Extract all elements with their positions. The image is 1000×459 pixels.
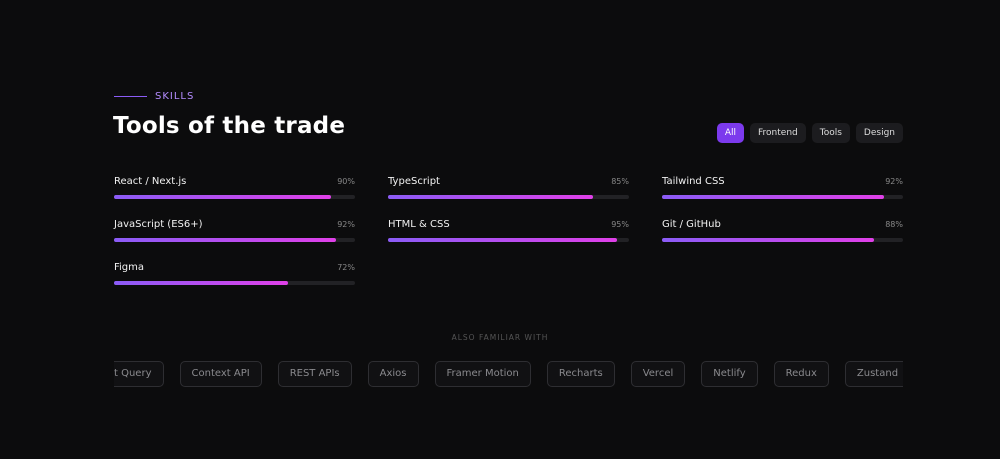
skill-bar [388, 238, 617, 242]
eyebrow-line [114, 96, 147, 97]
skill-track [662, 195, 903, 199]
tech-chip: Netlify [701, 361, 758, 387]
skill-header: React / Next.js 90% [114, 176, 355, 190]
skill: Figma 72% [114, 262, 355, 285]
tech-chip: Context API [179, 361, 262, 387]
skill-percent: 72% [337, 263, 355, 272]
skill-header: Tailwind CSS 92% [662, 176, 903, 190]
skill-percent: 90% [337, 177, 355, 186]
skill-header: JavaScript (ES6+) 92% [114, 219, 355, 233]
tech-chip: Framer Motion [434, 361, 531, 387]
skill-bar [114, 195, 331, 199]
skill-track [388, 238, 629, 242]
filter-button[interactable]: Design [855, 123, 903, 143]
skill-percent: 88% [885, 220, 903, 229]
skill-bar [114, 281, 288, 285]
skill: Tailwind CSS 92% [662, 176, 903, 199]
skill-track [114, 238, 355, 242]
filter-button[interactable]: All [716, 123, 745, 143]
skill-name: JavaScript (ES6+) [114, 219, 203, 230]
skill-bar [662, 238, 875, 242]
skill-name: Tailwind CSS [662, 176, 725, 187]
skill-name: TypeScript [388, 176, 440, 187]
skill-name: React / Next.js [114, 176, 187, 187]
tech-chip: Recharts [546, 361, 615, 387]
skill-track [662, 238, 903, 242]
skill: JavaScript (ES6+) 92% [114, 219, 355, 242]
skill: TypeScript 85% [388, 176, 629, 199]
skill-percent: 92% [885, 177, 903, 186]
title: Tools of the trade [113, 113, 346, 139]
skill-bar [388, 195, 593, 199]
filter-button[interactable]: Frontend [750, 123, 806, 143]
chip-row: t Query Context API REST APIs Axios Framer M… [114, 361, 903, 387]
skills-grid: React / Next.js 90% TypeScript 85% Tailwind … [114, 176, 904, 285]
skill: React / Next.js 90% [114, 176, 355, 199]
skill-name: Git / GitHub [662, 219, 721, 230]
tech-chip: Zustand [844, 361, 903, 387]
tech-chip: Redux [773, 361, 829, 387]
skill-track [388, 195, 629, 199]
skill-percent: 85% [611, 177, 629, 186]
skill-bar [662, 195, 884, 199]
tech-chip: REST APIs [277, 361, 352, 387]
skill-track [114, 195, 355, 199]
tech-chip: t Query [114, 361, 164, 387]
skill-name: Figma [114, 262, 145, 273]
skill-track [114, 281, 355, 285]
skill: Git / GitHub 88% [662, 219, 903, 242]
eyebrow: SKILLS [114, 91, 194, 102]
skill-header: Git / GitHub 88% [662, 219, 903, 233]
tech-chip: Vercel [630, 361, 686, 387]
skill-header: TypeScript 85% [388, 176, 629, 190]
filter-button[interactable]: Tools [811, 123, 850, 143]
skill-bar [114, 238, 336, 242]
skill-header: Figma 72% [114, 262, 355, 276]
skill-percent: 92% [337, 220, 355, 229]
filters: All Frontend Tools Design [716, 123, 903, 143]
tech-chip: Axios [367, 361, 419, 387]
skill-percent: 95% [611, 220, 629, 229]
skill: HTML & CSS 95% [388, 219, 629, 242]
skill-header: HTML & CSS 95% [388, 219, 629, 233]
skill-name: HTML & CSS [388, 219, 450, 230]
eyebrow-text: SKILLS [155, 91, 195, 102]
also-heading: ALSO FAMILIAR WITH [451, 333, 549, 342]
